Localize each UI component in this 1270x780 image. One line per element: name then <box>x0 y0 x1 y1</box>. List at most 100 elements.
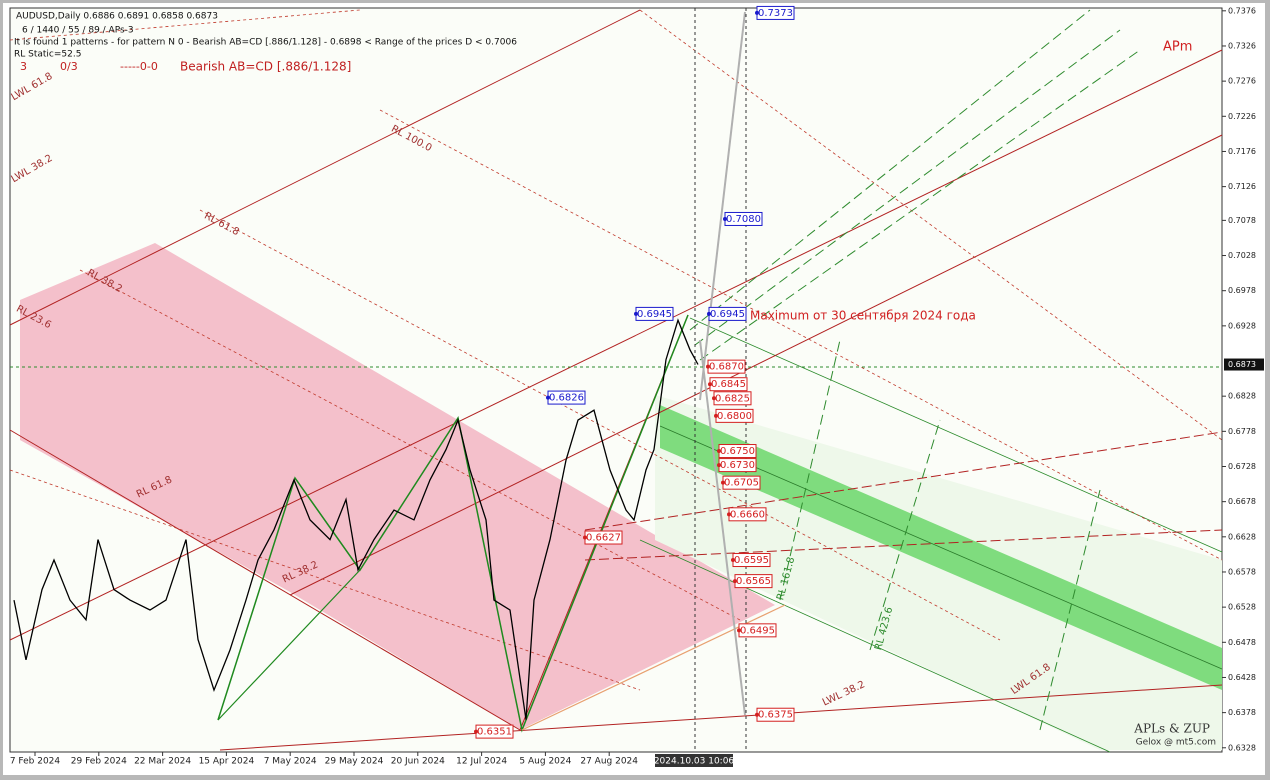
x-tick-label: 7 Feb 2024 <box>10 757 61 767</box>
x-tick-label: 20 Jun 2024 <box>391 757 445 767</box>
info-line: RL Static=52.5 <box>14 50 81 60</box>
status: 3 <box>20 60 27 73</box>
x-tick-label: 29 Feb 2024 <box>71 757 127 767</box>
red-line <box>9 9 641 326</box>
level-label: 0.6750 <box>720 446 755 457</box>
level-dot <box>714 413 718 418</box>
green-line <box>639 539 1111 753</box>
red-line <box>584 431 1223 531</box>
footer: APLs & ZUP <box>1133 722 1210 736</box>
red-line <box>219 684 1223 751</box>
level-dot <box>707 311 711 316</box>
y-tick-label: 0.6378 <box>1228 708 1256 717</box>
y-tick-label: 0.6628 <box>1228 532 1256 541</box>
y-tick-label: 0.7176 <box>1228 147 1256 156</box>
zup-pattern <box>217 314 689 733</box>
level-label: 0.7373 <box>758 8 793 19</box>
x-tick-label: 27 Aug 2024 <box>580 757 638 767</box>
level-dot <box>708 382 712 387</box>
info-line: It is found 1 patterns - for pattern N 0… <box>14 38 517 48</box>
dynamic: 0.7376 0.7326 0.7276 0.7226 0.7176 0.7126 0.70… <box>10 5 1264 767</box>
cursor-label: 2024.10.03 10:06 <box>654 757 735 767</box>
footer: Gelox @ mt5.com <box>1136 738 1216 748</box>
x-tick-label: 29 May 2024 <box>325 757 384 767</box>
dashed-line <box>1039 489 1101 731</box>
level-dot <box>706 364 710 369</box>
red-lines <box>9 9 1223 751</box>
y-tick-label: 0.6928 <box>1228 321 1256 330</box>
zup-line <box>217 569 361 721</box>
annotation: Maximum от 30 сентября 2024 года <box>750 309 976 323</box>
dashed-line <box>694 29 1121 346</box>
y-tick-label: 0.6428 <box>1228 673 1256 682</box>
y-tick-label: 0.7126 <box>1228 182 1256 191</box>
level-dot <box>755 10 759 15</box>
red-line <box>289 134 1223 596</box>
y-tick-label: 0.7276 <box>1228 77 1256 86</box>
level-label: 0.6870 <box>709 362 744 373</box>
level-label: 0.6375 <box>758 710 793 721</box>
y-tick-label: 0.6728 <box>1228 462 1256 471</box>
level-dot <box>717 449 721 454</box>
level-dot <box>474 729 478 734</box>
level-label: 0.6351 <box>477 727 512 738</box>
y-tick-label: 0.6828 <box>1228 392 1256 401</box>
level-label: 0.6660 <box>730 509 765 520</box>
y-tick-label: 0.6328 <box>1228 743 1256 752</box>
x-tick-label: 7 May 2024 <box>264 757 317 767</box>
level-label: 0.6800 <box>717 411 752 422</box>
y-tick-label: 0.7376 <box>1228 6 1256 15</box>
x-tick-label: 5 Aug 2024 <box>519 757 571 767</box>
y-tick-label: 0.7028 <box>1228 251 1256 260</box>
dashed-line <box>199 209 1001 641</box>
y-tick-label: 0.6578 <box>1228 567 1256 576</box>
level-dot <box>731 558 735 563</box>
y-tick-label: 0.7078 <box>1228 216 1256 225</box>
red-line <box>9 49 1223 641</box>
level-label: 0.6627 <box>586 533 621 544</box>
cursor-label-box <box>655 754 733 767</box>
level-dot <box>721 480 725 485</box>
level-label: 0.6595 <box>734 555 769 566</box>
level-label: 0.7080 <box>726 214 761 225</box>
level-dot <box>727 512 731 517</box>
brand: APm <box>1163 40 1192 55</box>
dashed-line <box>869 419 941 651</box>
y-tick-label: 0.6978 <box>1228 286 1256 295</box>
y-tick-label: 0.7226 <box>1228 112 1256 121</box>
red-line <box>584 529 1223 561</box>
status: Bearish AB=CD [.886/1.128] <box>180 60 351 74</box>
green-dashed <box>689 9 1141 731</box>
red-line <box>9 429 521 731</box>
level-label: 0.6945 <box>637 309 672 320</box>
level-dot <box>583 535 587 540</box>
price-line <box>13 318 699 720</box>
level-dot <box>712 396 716 401</box>
projection-line <box>699 11 746 401</box>
level-dot <box>717 463 721 468</box>
level-label: 0.6826 <box>549 393 584 404</box>
level-label: 0.6945 <box>710 309 745 320</box>
zup-line <box>294 477 361 571</box>
level-dot <box>737 628 741 633</box>
level-dot <box>755 712 759 717</box>
level-label: 0.6845 <box>711 379 746 390</box>
pink-channel <box>20 243 775 730</box>
chart-title: AUDUSD,Daily 0.6886 0.6891 0.6858 0.6873 <box>16 12 218 22</box>
dashed-line <box>79 269 741 621</box>
x-tick-label: 12 Jul 2024 <box>456 757 507 767</box>
current-price-box <box>1224 358 1264 371</box>
level-label: 0.6565 <box>736 576 771 587</box>
y-tick-label: 0.6528 <box>1228 603 1256 612</box>
y-tick-label: 0.7326 <box>1228 41 1256 50</box>
level-label: 0.6825 <box>715 393 750 404</box>
current-price-label: 0.6873 <box>1228 360 1256 369</box>
x-tick-label: 15 Apr 2024 <box>199 757 255 767</box>
info-line: 6 / 1440 / 55 / 89 / APs-3 <box>22 26 134 36</box>
status: -----0-0 <box>120 60 158 73</box>
y-tick-label: 0.6678 <box>1228 497 1256 506</box>
y-tick-label: 0.6778 <box>1228 427 1256 436</box>
x-tick-label: 22 Mar 2024 <box>134 757 191 767</box>
level-label: 0.6705 <box>724 478 759 489</box>
